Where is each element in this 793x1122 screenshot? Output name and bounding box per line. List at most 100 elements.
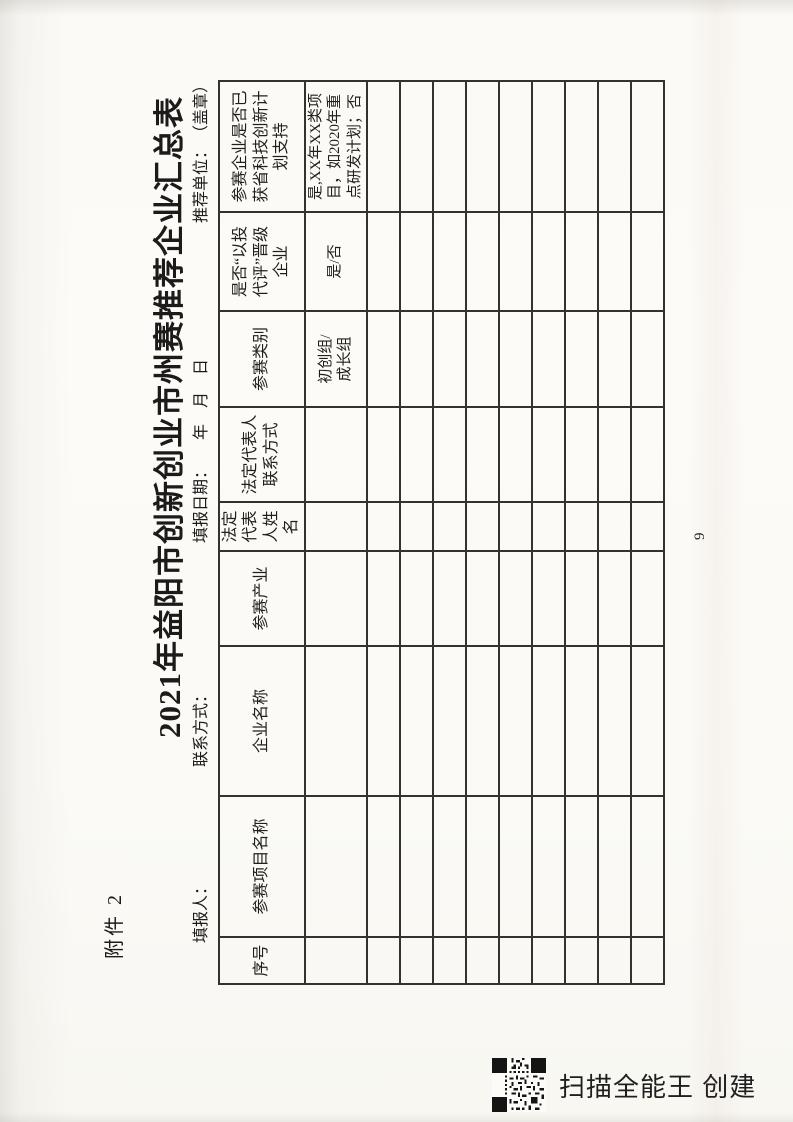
table-cell [400, 311, 434, 407]
table-cell [400, 502, 434, 551]
month-label: 月 [193, 391, 210, 408]
table-cell [466, 551, 500, 646]
table-cell [400, 212, 434, 311]
recommender-label: 推荐单位： [193, 142, 210, 223]
table-empty-row [400, 81, 434, 984]
table-cell [367, 212, 401, 311]
col-header-company-name: 企业名称 [219, 646, 305, 796]
table-cell [304, 796, 368, 937]
table-cell [433, 937, 467, 984]
table-cell [466, 81, 500, 212]
table-cell [565, 646, 599, 796]
table-cell [466, 212, 500, 311]
table-cell [565, 796, 599, 937]
table-cell [565, 212, 599, 311]
table-cell [400, 551, 434, 646]
table-cell [631, 407, 665, 502]
day-label: 日 [193, 358, 210, 375]
table-cell [598, 502, 632, 551]
table-cell [433, 212, 467, 311]
table-cell [466, 311, 500, 407]
table-cell [565, 551, 599, 646]
table-cell [565, 311, 599, 407]
table-cell [367, 646, 401, 796]
table-cell [532, 937, 566, 984]
table-cell [631, 502, 665, 551]
table-cell [631, 551, 665, 646]
table-cell [631, 646, 665, 796]
col-header-legal-rep-name: 法定代表 人姓名 [219, 502, 305, 551]
table-cell [304, 407, 368, 502]
year-label: 年 [193, 423, 210, 440]
table-cell [400, 937, 434, 984]
table-cell [565, 81, 599, 212]
table-cell [466, 407, 500, 502]
camscanner-watermark-text: 扫描全能王 创建 [559, 1071, 757, 1102]
table-cell [499, 937, 533, 984]
table-cell [598, 212, 632, 311]
table-empty-row [466, 81, 500, 984]
table-cell [466, 646, 500, 796]
table-empty-row [565, 81, 599, 984]
table-cell [433, 407, 467, 502]
table-cell [499, 407, 533, 502]
table-cell [532, 407, 566, 502]
table-cell [499, 81, 533, 212]
table-cell [631, 937, 665, 984]
table-cell [367, 311, 401, 407]
contact-label: 联系方式： [193, 686, 210, 767]
table-cell [367, 407, 401, 502]
table-cell [499, 796, 533, 937]
table-cell [499, 212, 533, 311]
table-cell [532, 212, 566, 311]
table-header-row: 序号 参赛项目名称 企业名称 参赛产业 法定代表 人姓名 法定代表人 联系方式 … [219, 81, 305, 984]
table-cell [499, 646, 533, 796]
table-cell [400, 646, 434, 796]
filler-label: 填报人： [193, 878, 210, 943]
table-cell [400, 796, 434, 937]
table-cell [466, 502, 500, 551]
table-cell [433, 551, 467, 646]
table-cell [466, 796, 500, 937]
table-cell [499, 311, 533, 407]
camscanner-watermark: 扫描全能王 创建 [492, 1058, 756, 1112]
col-header-serial: 序号 [219, 937, 305, 984]
scan-edge-shadow-top [0, 0, 793, 16]
table-cell [532, 502, 566, 551]
table-cell [598, 311, 632, 407]
table-empty-row [598, 81, 632, 984]
table-cell [367, 81, 401, 212]
table-cell-support-note: 是,XX年XX类项 目，如2020年重 点研发计划；否 [304, 81, 368, 212]
table-cell [565, 407, 599, 502]
table-cell [532, 311, 566, 407]
table-cell [631, 81, 665, 212]
table-cell [532, 646, 566, 796]
col-header-industry: 参赛产业 [219, 551, 305, 646]
col-header-legal-rep-contact: 法定代表人 联系方式 [219, 407, 305, 502]
seal-note: （盖章） [193, 76, 210, 141]
col-header-project-name: 参赛项目名称 [219, 796, 305, 937]
table-cell [499, 551, 533, 646]
table-cell [367, 502, 401, 551]
table-cell [598, 937, 632, 984]
table-cell [304, 646, 368, 796]
table-cell [367, 551, 401, 646]
table-cell [598, 646, 632, 796]
table-cell [433, 81, 467, 212]
table-empty-row [631, 81, 665, 984]
date-label: 填报日期： [193, 462, 210, 543]
table-cell [598, 407, 632, 502]
scan-edge-shadow-left [0, 0, 70, 1122]
table-cell [532, 81, 566, 212]
table-cell [532, 796, 566, 937]
col-header-category: 参赛类别 [219, 311, 305, 407]
table-cell [466, 937, 500, 984]
table-cell [565, 937, 599, 984]
attachment-label: 附件 2 [104, 892, 126, 959]
col-header-promotion-flag: 是否“以投 代评”晋级 企业 [219, 212, 305, 311]
table-cell-yes-no: 是/否 [304, 212, 368, 311]
table-empty-row [433, 81, 467, 984]
camscanner-qr-code [492, 1058, 546, 1112]
summary-table: 序号 参赛项目名称 企业名称 参赛产业 法定代表 人姓名 法定代表人 联系方式 … [218, 80, 665, 985]
